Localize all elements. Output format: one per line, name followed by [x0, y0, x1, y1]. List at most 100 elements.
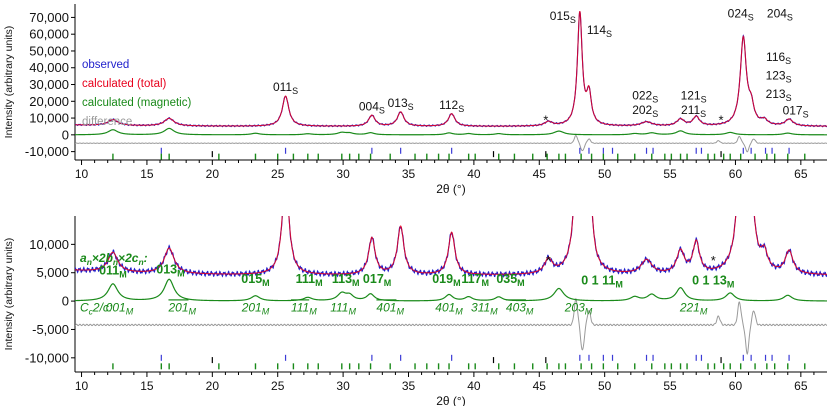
monoclinic-index-label: 311M [471, 300, 498, 316]
impurity-asterisk: * [711, 253, 716, 268]
monoclinic-index-label: 201M [241, 300, 270, 316]
x-axis-label: 2θ (°) [436, 182, 465, 196]
y-tick-label: -10,000 [25, 350, 69, 365]
legend-entry: difference [82, 116, 132, 128]
x-tick-label: 55 [663, 167, 677, 181]
x-tick-label: 10 [75, 167, 89, 181]
magnetic-index-label: 111M [296, 272, 323, 288]
impurity-asterisk: * [543, 113, 548, 128]
peak-label: 011S [273, 80, 298, 96]
y-tick-label: 0 [62, 294, 69, 309]
magnetic-index-label: 117M [461, 272, 489, 288]
space-group-label: Cc2/c: [80, 300, 112, 316]
monoclinic-index-label: 403M [506, 300, 534, 316]
x-axis-label: 2θ (°) [436, 394, 465, 406]
magnetic-cell-label: an×2bn×2cn: [80, 251, 148, 267]
y-tick-label: 20,000 [29, 94, 69, 109]
peak-label: 024S [728, 6, 754, 22]
legend-entry: observed [82, 59, 129, 71]
x-tick-label: 25 [271, 167, 285, 181]
curves [75, 216, 827, 356]
impurity-asterisk: * [719, 113, 724, 128]
x-tick-label: 50 [598, 379, 612, 393]
x-tick-label: 35 [402, 167, 416, 181]
impurity-asterisk: * [546, 253, 551, 268]
x-tick-label: 15 [140, 379, 154, 393]
x-tick-label: 60 [729, 379, 743, 393]
top-panel: 10 15 20 25 30 35 40 45 50 55 60 65 2θ (°) -10,000 010… [3, 4, 827, 196]
y-tick-label: -5,000 [32, 322, 69, 337]
monoclinic-index-label: 111M [291, 300, 317, 316]
x-tick-label: 10 [75, 379, 89, 393]
difference-curve [75, 297, 827, 356]
y-tick-label: 40,000 [29, 60, 69, 75]
x-tick-label: 45 [533, 167, 547, 181]
x-tick-label: 65 [794, 379, 808, 393]
magnetic-index-label: 013M [156, 262, 184, 278]
peak-label: 013S [388, 96, 414, 112]
peak-label: 204S [767, 6, 793, 22]
peak-label: 213S [766, 87, 792, 103]
legend-entry: calculated (total) [82, 78, 167, 90]
x-tick-label: 20 [206, 379, 220, 393]
x-tick-label: 35 [402, 379, 416, 393]
magnetic-index-label: 017M [363, 272, 391, 288]
monoclinic-index-label: 203M [564, 300, 593, 316]
y-tick-label: 0 [62, 127, 69, 142]
y-tick-label: 5,000 [36, 265, 69, 280]
peak-label: 004S [359, 100, 385, 116]
magnetic-index-label: 019M [432, 272, 460, 288]
monoclinic-index-label: 001M [106, 300, 134, 316]
x-tick-label: 40 [467, 379, 481, 393]
y-axis-label: Intensity (arbitrary units) [3, 26, 15, 139]
x-tick-label: 40 [467, 167, 481, 181]
y-tick-label: 30,000 [29, 77, 69, 92]
x-tick-label: 60 [729, 167, 743, 181]
x-tick-label: 15 [140, 167, 154, 181]
legend: observed calculated (total) calculated (ma… [82, 59, 191, 128]
peak-label: 121S [681, 89, 707, 105]
monoclinic-index-label: 201M [167, 300, 196, 316]
magnetic-index-label: 0 1 11M [581, 274, 623, 290]
y-tick-label: 60,000 [29, 27, 69, 42]
peak-label: 022S [632, 89, 658, 105]
magnetic-index-label: 0 1 13M [692, 274, 734, 290]
difference-curve [75, 134, 827, 153]
x-tick-label: 20 [206, 167, 220, 181]
calculated-total-curve [75, 216, 827, 275]
magnetic-curve [75, 127, 827, 136]
curves [75, 10, 827, 153]
monoclinic-index-label: 401M [435, 300, 463, 316]
x-tick-label: 50 [598, 167, 612, 181]
peak-label: 211S [681, 103, 706, 119]
x-tick-label: 30 [336, 167, 350, 181]
y-axis-label: Intensity (arbitrary units) [3, 238, 15, 351]
peak-label: 123S [766, 68, 792, 84]
y-tick-label: -10,000 [25, 144, 69, 159]
peak-label: 116S [766, 50, 791, 66]
x-tick-label: 25 [271, 379, 285, 393]
magnetic-index-label: 035M [496, 272, 524, 288]
x-tick-label: 45 [533, 379, 547, 393]
x-tick-label: 30 [336, 379, 350, 393]
y-tick-label: 10,000 [29, 111, 69, 126]
magnetic-curve [75, 278, 827, 302]
monoclinic-index-label: 401M [376, 300, 404, 316]
monoclinic-index-label: 111M [330, 300, 356, 316]
y-tick-label: 70,000 [29, 10, 69, 25]
peak-label: 112S [439, 98, 464, 114]
calculated-total-curve [75, 10, 827, 127]
y-tick-label: 10,000 [29, 237, 69, 252]
magnetic-index-label: 011M [99, 263, 127, 279]
legend-entry: calculated (magnetic) [82, 97, 191, 109]
magnetic-index-label: 015M [241, 272, 269, 288]
peak-label: 202S [632, 103, 658, 119]
peak-label: 114S [587, 23, 612, 39]
bottom-panel: 10 15 20 25 30 35 40 45 50 55 60 65 2θ (°) -10,000 -5,… [3, 216, 827, 406]
peak-label: 017S [783, 104, 809, 120]
y-tick-label: 50,000 [29, 43, 69, 58]
monoclinic-index-label: 221M [679, 300, 708, 316]
magnetic-index-label: 113M [332, 272, 360, 288]
x-tick-label: 55 [663, 379, 677, 393]
